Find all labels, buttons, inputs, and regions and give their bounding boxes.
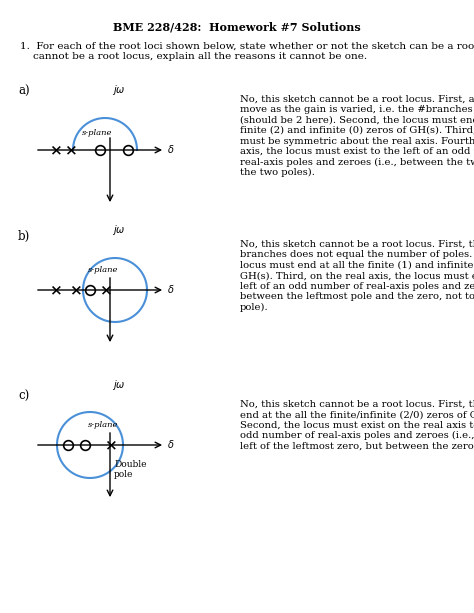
Text: ×: ×: [64, 143, 76, 157]
Text: $j\omega$: $j\omega$: [112, 223, 126, 237]
Text: a): a): [18, 85, 29, 98]
Text: $j\omega$: $j\omega$: [112, 378, 126, 392]
Text: No, this sketch cannot be a root locus. First, all poles must
move as the gain i: No, this sketch cannot be a root locus. …: [240, 95, 474, 177]
Text: No, this sketch cannot be a root locus. First, the locus must
end at the all the: No, this sketch cannot be a root locus. …: [240, 400, 474, 451]
Text: s-plane: s-plane: [82, 129, 112, 137]
Text: ×: ×: [69, 283, 82, 297]
Text: s-plane: s-plane: [88, 421, 118, 429]
Text: b): b): [18, 230, 30, 243]
Text: ×: ×: [49, 283, 61, 297]
Text: s-plane: s-plane: [88, 266, 118, 274]
Text: $\delta$: $\delta$: [167, 438, 174, 450]
Text: 1.  For each of the root loci shown below, state whether or not the sketch can b: 1. For each of the root loci shown below…: [20, 42, 474, 61]
Text: No, this sketch cannot be a root locus. First, the number of
branches does not e: No, this sketch cannot be a root locus. …: [240, 240, 474, 311]
Text: $\delta$: $\delta$: [167, 143, 174, 155]
Text: $j\omega$: $j\omega$: [112, 83, 126, 97]
Text: ×: ×: [104, 438, 117, 452]
Text: ×: ×: [99, 283, 111, 297]
Text: c): c): [18, 390, 29, 403]
Text: Double
pole: Double pole: [114, 460, 146, 479]
Text: ×: ×: [49, 143, 61, 157]
Text: $\delta$: $\delta$: [167, 283, 174, 295]
Text: BME 228/428:  Homework #7 Solutions: BME 228/428: Homework #7 Solutions: [113, 22, 361, 33]
